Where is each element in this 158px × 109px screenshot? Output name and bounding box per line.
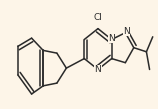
Text: N: N: [108, 34, 115, 43]
Text: N: N: [95, 65, 101, 74]
Text: N: N: [123, 27, 130, 36]
Text: Cl: Cl: [94, 13, 102, 22]
